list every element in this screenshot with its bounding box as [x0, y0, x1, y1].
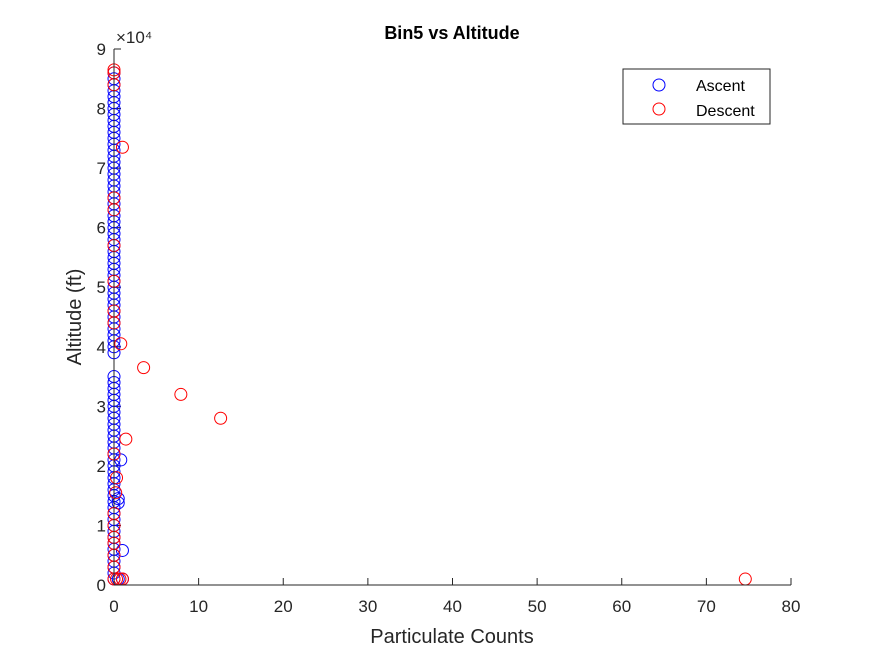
- x-tick-label: 30: [358, 597, 377, 616]
- chart-title: Bin5 vs Altitude: [384, 23, 519, 43]
- data-point-descent: [174, 387, 188, 401]
- y-tick-label: 6: [97, 219, 106, 238]
- data-point-ascent: [111, 492, 125, 506]
- legend-marker-ascent: [652, 78, 666, 92]
- y-axis-label: Altitude (ft): [64, 269, 86, 366]
- y-exponent-label: ×10⁴: [116, 28, 152, 47]
- y-axis: 0 1 2 3 4 5 6 7 8 9: [97, 40, 121, 595]
- data-point-descent: [109, 486, 123, 500]
- y-tick-label: 9: [97, 40, 106, 59]
- y-tick-label: 8: [97, 100, 106, 119]
- y-tick-label: 4: [97, 338, 106, 357]
- data-point-ascent: [115, 543, 129, 557]
- data-point-descent: [115, 140, 129, 154]
- legend-label-ascent: Ascent: [696, 78, 745, 95]
- data-point-descent: [110, 471, 124, 485]
- y-tick-label: 5: [97, 278, 106, 297]
- x-tick-label: 10: [189, 597, 208, 616]
- x-tick-label: 50: [528, 597, 547, 616]
- y-tick-label: 0: [97, 576, 106, 595]
- data-point-descent: [137, 361, 151, 375]
- plot-area: [114, 49, 791, 585]
- x-axis-label: Particulate Counts: [370, 626, 533, 648]
- x-tick-label: 80: [782, 597, 801, 616]
- y-tick-label: 2: [97, 457, 106, 476]
- y-tick-label: 1: [97, 516, 106, 535]
- data-point-descent: [119, 432, 133, 446]
- legend: Ascent Descent: [622, 68, 771, 125]
- data-point-descent: [214, 411, 228, 425]
- x-tick-label: 20: [274, 597, 293, 616]
- legend-marker-descent: [652, 102, 666, 116]
- x-tick-label: 40: [443, 597, 462, 616]
- y-tick-label: 7: [97, 159, 106, 178]
- data-point-descent: [114, 337, 128, 351]
- x-axis: 0 10 20 30 40 50 60 70 80: [109, 578, 800, 616]
- x-tick-label: 60: [612, 597, 631, 616]
- y-tick-label: 3: [97, 397, 106, 416]
- x-tick-label: 70: [697, 597, 716, 616]
- x-tick-label: 0: [109, 597, 118, 616]
- legend-label-descent: Descent: [696, 103, 755, 120]
